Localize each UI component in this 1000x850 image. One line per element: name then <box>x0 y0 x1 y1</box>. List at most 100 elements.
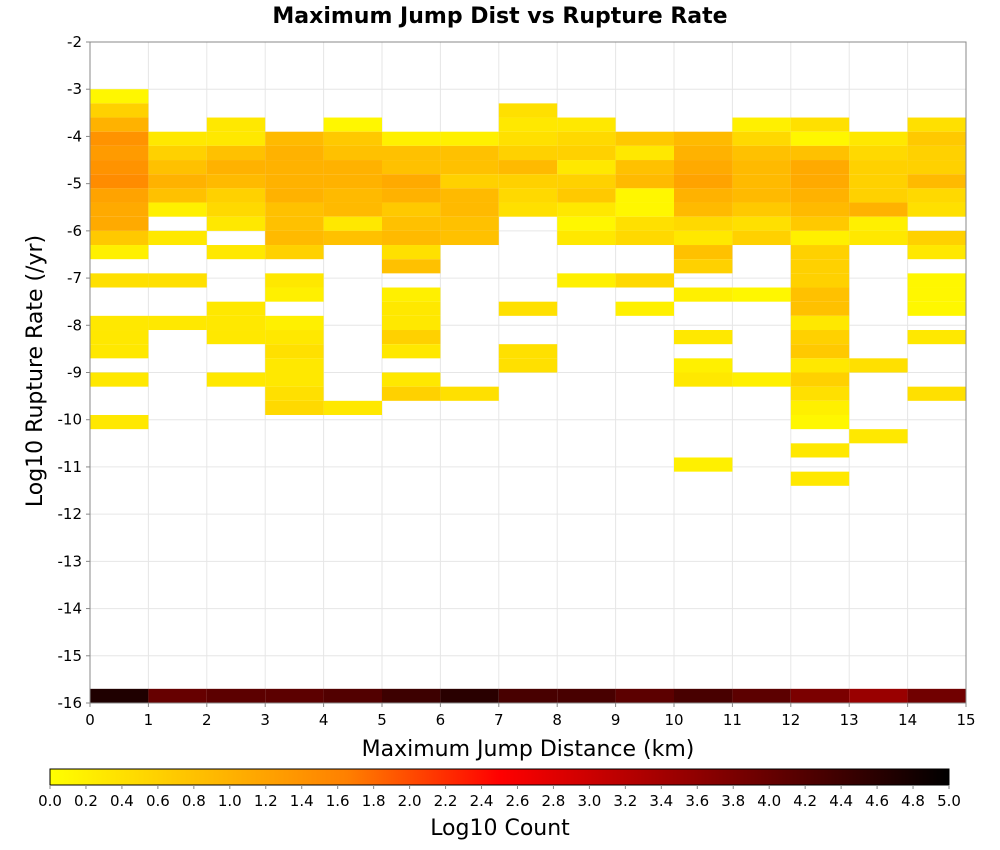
heatmap-cell <box>90 245 149 260</box>
heatmap-cell-bottom <box>732 688 791 703</box>
heatmap-cell-bottom <box>615 688 674 703</box>
x-tick-label: 9 <box>611 711 621 729</box>
heatmap-cell <box>674 131 733 146</box>
heatmap-cell <box>790 174 850 189</box>
heatmap-cell <box>148 273 207 288</box>
heatmap-cell <box>615 131 674 146</box>
heatmap-cell <box>849 160 908 175</box>
heatmap-cell <box>382 216 441 231</box>
heatmap-cell-bottom <box>674 688 733 703</box>
y-tick-label: -8 <box>67 316 82 334</box>
heatmap-cell <box>382 372 441 387</box>
heatmap-cell <box>790 188 850 203</box>
heatmap-cell <box>265 131 324 146</box>
heatmap-cell-bottom <box>907 688 966 703</box>
heatmap-cell <box>90 330 149 345</box>
heatmap-cell <box>732 202 791 217</box>
colorbar-tick-label: 3.0 <box>577 792 601 810</box>
heatmap-cell <box>849 188 908 203</box>
heatmap-cell-bottom <box>90 688 149 703</box>
heatmap-cell <box>674 245 733 260</box>
colorbar-tick-label: 0.4 <box>110 792 134 810</box>
heatmap-cell <box>206 216 266 231</box>
heatmap-cell <box>674 287 733 302</box>
x-tick-label: 14 <box>898 711 917 729</box>
y-tick-label: -12 <box>58 505 83 523</box>
heatmap-cell <box>498 174 558 189</box>
heatmap-cell <box>382 287 441 302</box>
colorbar-tick-label: 3.2 <box>613 792 637 810</box>
heatmap-cell <box>674 160 733 175</box>
heatmap-cell-bottom <box>498 688 558 703</box>
heatmap-cell <box>206 202 266 217</box>
x-tick-label: 8 <box>552 711 562 729</box>
y-axis-label: Log10 Rupture Rate (/yr) <box>23 235 48 507</box>
heatmap-cell <box>790 245 850 260</box>
heatmap-cell <box>790 202 850 217</box>
heatmap-cell-bottom <box>323 688 382 703</box>
x-tick-label: 2 <box>202 711 212 729</box>
heatmap-cell <box>907 160 966 175</box>
x-tick-label: 6 <box>436 711 446 729</box>
heatmap-cell <box>440 145 499 161</box>
heatmap-cell <box>790 145 850 161</box>
heatmap-cell <box>206 174 266 189</box>
heatmap-cell <box>382 245 441 260</box>
heatmap-cell <box>265 344 324 359</box>
heatmap-cell <box>732 174 791 189</box>
colorbar-tick-label: 0.2 <box>74 792 98 810</box>
y-tick-label: -16 <box>58 694 83 712</box>
colorbar-tick-label: 1.6 <box>326 792 350 810</box>
heatmap-cell <box>790 344 850 359</box>
heatmap-cell <box>323 216 382 231</box>
heatmap-cell <box>849 131 908 146</box>
heatmap-cell <box>790 330 850 345</box>
heatmap-cell <box>148 160 207 175</box>
heatmap-cell <box>90 414 149 430</box>
heatmap-cell <box>907 174 966 189</box>
colorbar-tick-label: 5.0 <box>937 792 961 810</box>
heatmap-cell <box>265 358 324 373</box>
heatmap-cell <box>382 386 441 401</box>
heatmap-cell <box>907 386 966 401</box>
heatmap-cell <box>382 344 441 359</box>
heatmap-cell <box>265 160 324 175</box>
heatmap-cell <box>90 117 149 132</box>
heatmap-cell <box>265 202 324 217</box>
heatmap-cell <box>907 245 966 260</box>
heatmap-cell <box>382 301 441 316</box>
heatmap-cell <box>148 315 207 331</box>
heatmap-cell <box>790 414 850 430</box>
heatmap-cell-bottom <box>849 688 908 703</box>
heatmap-cell <box>440 188 499 203</box>
heatmap-cell <box>907 301 966 316</box>
heatmap-cell-bottom <box>557 688 616 703</box>
heatmap-cell <box>265 216 324 231</box>
heatmap-cell <box>790 443 850 458</box>
colorbar-tick-label: 2.6 <box>506 792 530 810</box>
heatmap-cell <box>90 344 149 359</box>
heatmap-cell <box>790 287 850 302</box>
colorbar-tick-label: 3.4 <box>649 792 673 810</box>
y-tick-label: -7 <box>67 269 82 287</box>
heatmap-cell <box>790 117 850 132</box>
x-axis-label: Maximum Jump Distance (km) <box>362 737 695 762</box>
heatmap-cell <box>440 174 499 189</box>
heatmap-cell <box>732 216 791 231</box>
heatmap-cell <box>90 160 149 175</box>
heatmap-cell <box>206 131 266 146</box>
heatmap-cell <box>148 131 207 146</box>
heatmap-cell <box>674 202 733 217</box>
heatmap-cell <box>265 400 324 415</box>
heatmap-cell <box>732 160 791 175</box>
heatmap-cell <box>440 230 499 246</box>
heatmap-cell <box>907 330 966 345</box>
heatmap-cell <box>732 117 791 132</box>
heatmap-cell <box>323 202 382 217</box>
heatmap-cell <box>790 301 850 316</box>
heatmap-cell <box>90 273 149 288</box>
heatmap-cell <box>615 188 674 203</box>
colorbar-tick-label: 2.0 <box>398 792 422 810</box>
heatmap-cell <box>90 202 149 217</box>
heatmap-cell <box>265 372 324 387</box>
